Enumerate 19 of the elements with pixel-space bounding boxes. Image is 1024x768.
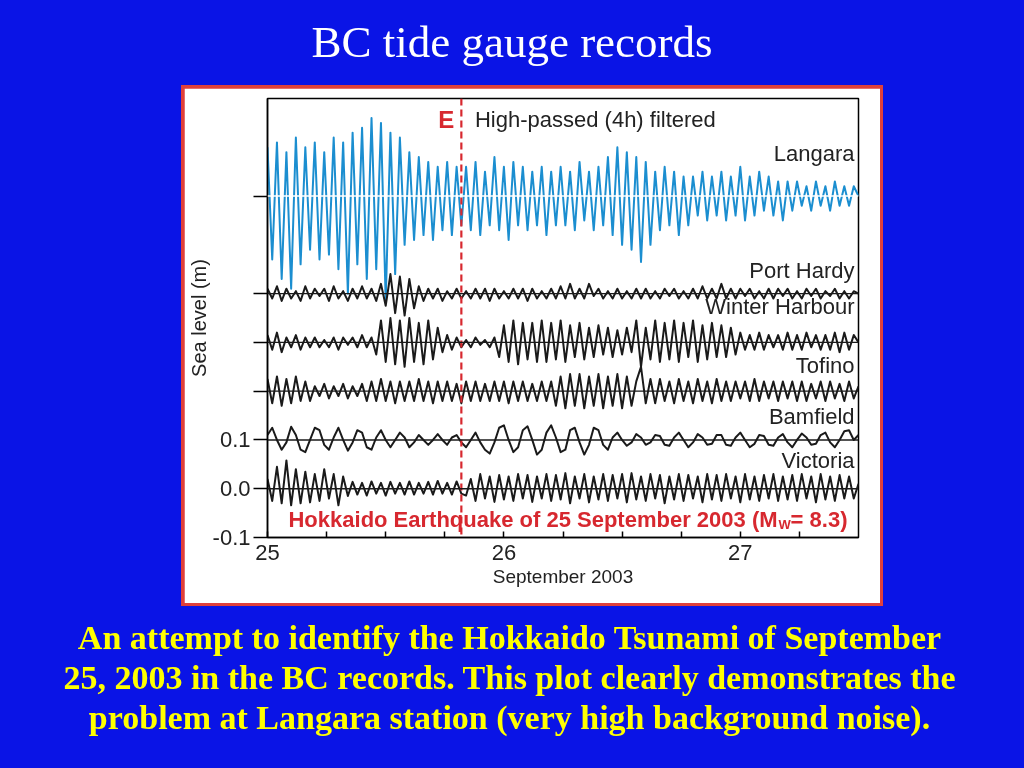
series-label: Tofino [795, 352, 855, 378]
series-label: Port Hardy [749, 257, 855, 283]
annotation: High-passed (4h) filtered [474, 107, 716, 133]
series-label: Bamfield [768, 404, 855, 430]
series-label: Langara [773, 140, 856, 166]
y-tick-label: 0.1 [219, 427, 251, 453]
y-tick-label: 0.0 [219, 476, 251, 502]
ref-line-label: E [438, 106, 455, 134]
x-axis-title: September 2003 [492, 565, 634, 587]
series-label: Winter Harbour [705, 294, 855, 320]
series-label: Victoria [781, 448, 856, 474]
annotation: Hokkaido Earthquake of 25 September 2003 (MW= 8.3) [288, 507, 848, 532]
y-tick-label: -0.1 [212, 525, 251, 550]
y-axis-title: Sea level (m) [187, 259, 210, 377]
text: An attempt to identify the Hokkaido Tsunami of September 25, 2003 in the BC records. This plot clearly demonstrates the problem at Langara station (very high background noise). [62, 618, 957, 738]
x-tick-label: 25 [255, 539, 280, 565]
x-tick-label: 26 [491, 539, 517, 565]
chart-title: BC tide gauge records [310, 16, 714, 68]
x-tick-label: 27 [728, 539, 753, 565]
